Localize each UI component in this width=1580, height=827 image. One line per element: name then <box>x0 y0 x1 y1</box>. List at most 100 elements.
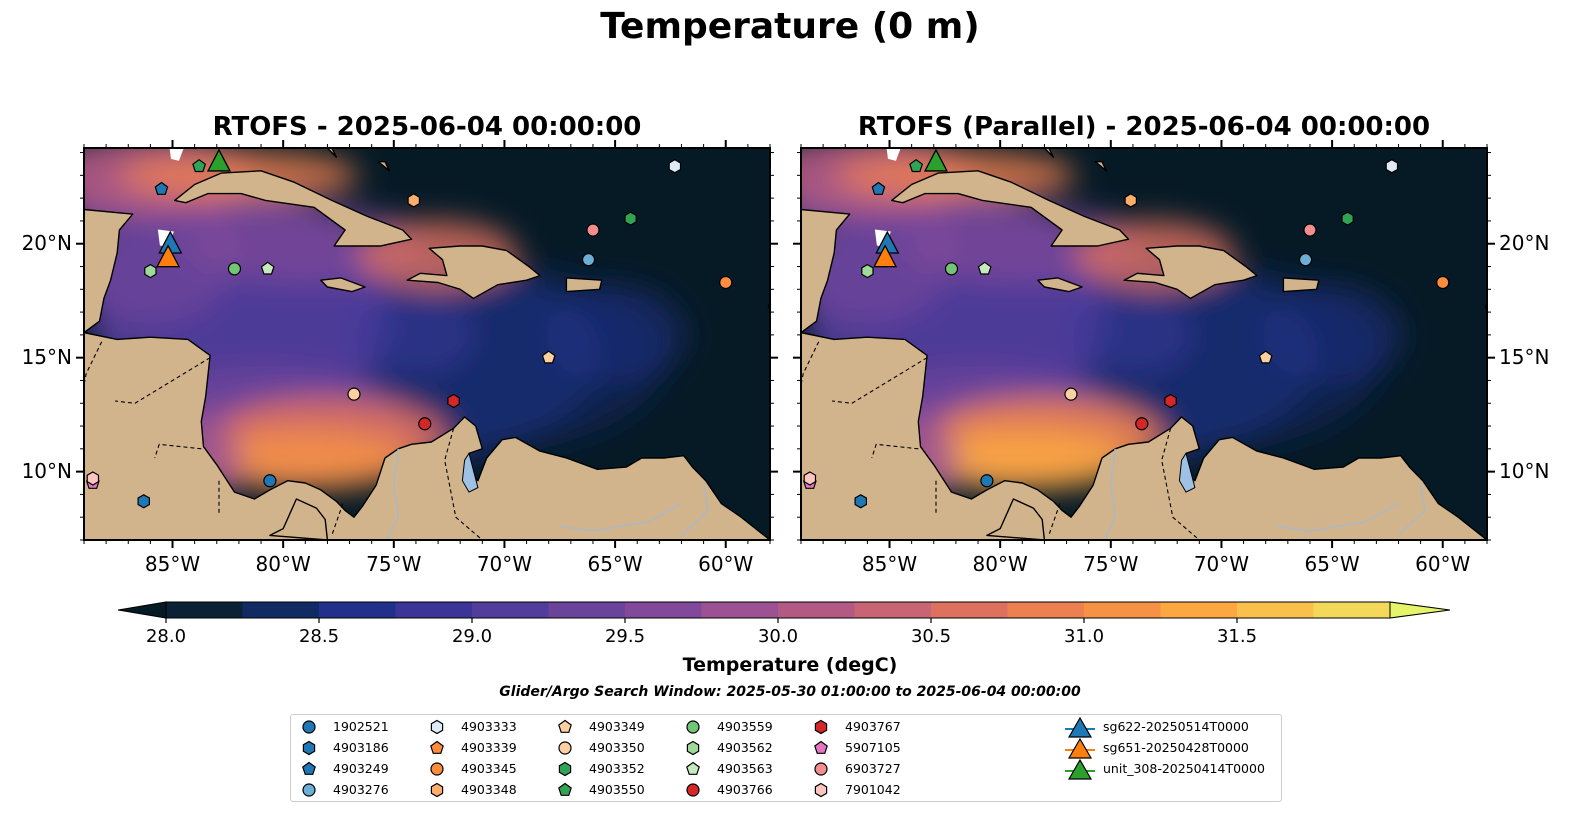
colorbar-segment <box>472 602 549 618</box>
colorbar-segment <box>548 602 626 618</box>
river <box>1276 502 1399 532</box>
legend-label: 4903350 <box>589 740 645 755</box>
land-jamaica <box>1037 277 1083 293</box>
x-tick-label: 60°W <box>698 552 754 576</box>
land-honduras <box>801 331 1487 540</box>
colorbar-over-arrow <box>1389 601 1451 619</box>
float-7901042 <box>803 471 817 486</box>
legend-marker-4903350 <box>558 741 572 755</box>
legend-label: 4903563 <box>717 761 773 776</box>
land-puertoRico <box>565 277 603 293</box>
float-4903766 <box>1135 417 1149 431</box>
float-4903186 <box>854 494 868 509</box>
float-4903349 <box>1258 350 1273 364</box>
legend-label: 4903276 <box>333 782 389 797</box>
legend-label: unit_308-20250414T0000 <box>1103 761 1265 776</box>
colorbar-tick-label: 31.5 <box>1216 626 1258 647</box>
legend-glider-marker <box>1067 759 1093 780</box>
float-6903727 <box>1303 223 1317 237</box>
colorbar-tick-label: 28.5 <box>298 626 340 647</box>
map-panel-2 <box>793 140 1495 548</box>
country-border <box>831 357 928 404</box>
colorbar-tick-label: 31.0 <box>1063 626 1105 647</box>
colorbar-segment <box>1160 602 1238 618</box>
legend-marker-4903186 <box>302 740 316 756</box>
legend-label: 4903562 <box>717 740 773 755</box>
legend-marker-4903352 <box>558 761 572 777</box>
legend-label: 4903348 <box>461 782 517 797</box>
country-border <box>154 443 202 459</box>
legend-label: sg651-20250428T0000 <box>1103 740 1249 755</box>
colorbar-segment <box>778 602 855 618</box>
lake-maracaibo <box>461 452 479 493</box>
legend-label: 4903249 <box>333 761 389 776</box>
map-frame <box>83 147 771 541</box>
float-4903345 <box>1436 275 1450 290</box>
land-bahamas2 <box>377 160 391 172</box>
glider-unit_308-20250414T0000 <box>206 148 232 172</box>
float-4903350 <box>1064 387 1078 401</box>
legend-marker-5907105 <box>814 740 828 754</box>
float-4903333 <box>1385 159 1399 174</box>
land-bahamas2 <box>1094 160 1108 172</box>
x-tick-label: 65°W <box>587 552 643 576</box>
river <box>1103 448 1116 540</box>
river <box>559 502 682 532</box>
legend-marker-4903339 <box>430 740 444 754</box>
legend-marker-4903345 <box>430 762 444 776</box>
legend-label: 4903186 <box>333 740 389 755</box>
x-tick-label: 60°W <box>1415 552 1471 576</box>
legend-marker-4903349 <box>558 719 572 733</box>
float-4903767 <box>1164 393 1177 409</box>
y-tick-label: 15°N <box>21 344 72 369</box>
country-border <box>871 443 919 459</box>
land-cuba <box>173 170 413 247</box>
panel-title-1: RTOFS - 2025-06-04 00:00:00 <box>212 112 642 142</box>
colorbar-tick-label: 30.0 <box>757 626 799 647</box>
legend-marker-4903276 <box>302 783 316 797</box>
colorbar-tick-label: 29.0 <box>451 626 493 647</box>
colorbar-segment <box>854 602 932 618</box>
legend-label: 4903767 <box>845 719 901 734</box>
legend-label: 6903727 <box>845 761 901 776</box>
legend-label: 7901042 <box>845 782 901 797</box>
float-4903550 <box>909 158 924 173</box>
map-panel-1 <box>76 140 778 548</box>
legend-marker-4903348 <box>430 782 444 798</box>
legend-marker-4903563 <box>686 761 700 775</box>
legend-marker-6903727 <box>814 762 828 776</box>
lake-maracaibo <box>1178 452 1196 493</box>
colorbar-tick-label: 30.5 <box>910 626 952 647</box>
legend-glider-marker <box>1067 738 1093 759</box>
glider-track <box>169 148 184 161</box>
x-tick-label: 80°W <box>255 552 311 576</box>
land-hispaniola <box>406 245 541 300</box>
float-4903348 <box>407 193 420 208</box>
y-tick-label: 20°N <box>21 230 72 255</box>
colorbar-tick-label: 29.5 <box>604 626 646 647</box>
float-4903766 <box>418 417 432 431</box>
float-6903727 <box>586 223 600 237</box>
float-4903562 <box>861 263 874 279</box>
land-cuba <box>890 170 1130 247</box>
legend-label: 4903345 <box>461 761 517 776</box>
float-4903186 <box>137 494 151 509</box>
float-1902521 <box>980 474 994 488</box>
legend-marker-4903333 <box>430 719 444 735</box>
colorbar-segment <box>319 602 396 618</box>
land-puertoRico <box>1282 277 1320 293</box>
float-4903562 <box>144 263 157 279</box>
float-4903276 <box>581 253 596 267</box>
panel-title-2: RTOFS (Parallel) - 2025-06-04 00:00:00 <box>857 112 1431 142</box>
legend-marker-4903550 <box>558 782 572 796</box>
legend-label: 4903550 <box>589 782 645 797</box>
legend-label: sg622-20250514T0000 <box>1103 719 1249 734</box>
float-4903345 <box>719 275 733 290</box>
legend-marker-7901042 <box>814 782 828 798</box>
land-panamaBay <box>986 498 1046 540</box>
country-border <box>444 428 483 540</box>
float-4903348 <box>1124 193 1137 208</box>
float-4903349 <box>541 350 556 364</box>
float-4903563 <box>977 261 992 275</box>
glider-track <box>886 148 901 161</box>
